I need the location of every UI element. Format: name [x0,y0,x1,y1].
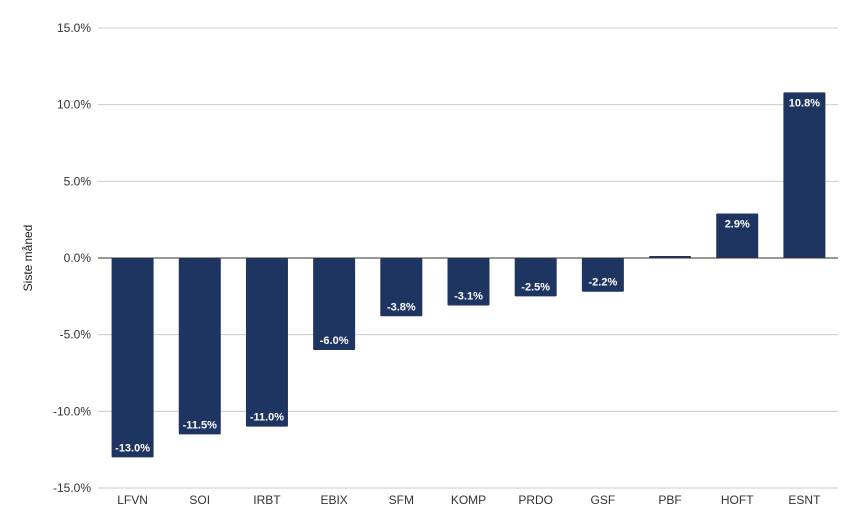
bar [380,258,423,317]
y-tick-label: 15.0% [57,21,91,35]
x-tick-label: IRBT [253,493,281,507]
data-label: -6.0% [320,335,349,347]
bar [111,258,154,458]
x-tick-label: PRDO [518,493,553,507]
x-tick-label: KOMP [451,493,486,507]
data-label: -11.5% [183,419,217,431]
y-tick-label: 5.0% [64,174,92,188]
x-axis-tick-labels: LFVN SOI IRBT EBIX SFM KOMP PRDO GSF PBF HOFT ESNT [117,493,821,507]
y-tick-label: -10.0% [53,404,91,418]
y-tick-label: 0.0% [64,251,92,265]
bars [111,92,826,458]
x-tick-label: SOI [189,493,210,507]
data-label: -11.0% [250,412,284,424]
data-labels: -13.0% -11.5% -11.0% -6.0% -3.8% -3.1% -2.5% -2… [115,97,820,454]
y-tick-label: -15.0% [53,481,91,495]
y-tick-label: 10.0% [57,98,91,112]
data-label: -3.1% [454,291,483,303]
gridlines [98,27,838,489]
bar [514,258,557,297]
y-tick-label: -5.0% [60,328,92,342]
x-tick-label: ESNT [788,493,821,507]
bar [581,258,624,292]
data-label: 2.9% [725,219,750,231]
bar [245,258,288,427]
data-label: 10.8% [789,97,820,109]
x-tick-label: PBF [658,493,681,507]
bar [447,258,490,306]
bar [313,258,356,350]
x-tick-label: LFVN [117,493,148,507]
data-label: 0.1% [658,231,683,243]
data-label: -3.8% [387,301,416,313]
x-tick-label: SFM [389,493,414,507]
y-axis-label: Siste måned [21,225,35,292]
x-tick-label: GSF [591,493,616,507]
y-axis-tick-labels: 15.0% 10.0% 5.0% 0.0% -5.0% -10.0% -15.0% [53,21,91,495]
data-label: -2.5% [521,281,550,293]
data-label: -2.2% [588,277,617,289]
bar [716,213,759,258]
bar [178,258,221,435]
x-tick-label: HOFT [721,493,754,507]
data-label: -13.0% [115,442,150,454]
x-tick-label: EBIX [320,493,347,507]
bar [783,92,826,259]
